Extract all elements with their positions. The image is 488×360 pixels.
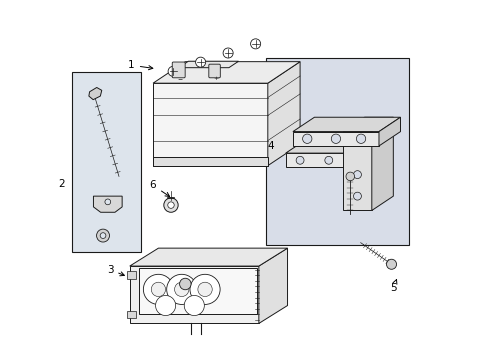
Polygon shape <box>153 157 267 166</box>
Circle shape <box>346 172 354 181</box>
Polygon shape <box>267 62 300 166</box>
Circle shape <box>155 296 175 316</box>
Polygon shape <box>178 61 238 68</box>
Text: 5: 5 <box>389 279 396 293</box>
Polygon shape <box>89 87 102 100</box>
Circle shape <box>195 57 205 67</box>
Polygon shape <box>129 248 287 266</box>
Circle shape <box>105 199 110 205</box>
Bar <box>127 271 136 279</box>
Text: 3: 3 <box>106 265 124 276</box>
Bar <box>72 72 140 252</box>
Polygon shape <box>153 62 300 83</box>
Polygon shape <box>258 248 287 323</box>
Circle shape <box>302 134 311 143</box>
Polygon shape <box>292 117 400 132</box>
Circle shape <box>296 156 304 164</box>
Polygon shape <box>378 117 400 146</box>
Text: +: + <box>213 76 218 81</box>
Circle shape <box>179 278 191 290</box>
Polygon shape <box>343 132 371 211</box>
Circle shape <box>198 282 212 297</box>
Circle shape <box>167 202 174 208</box>
FancyBboxPatch shape <box>208 64 220 78</box>
Circle shape <box>166 274 196 305</box>
Circle shape <box>163 198 178 212</box>
Circle shape <box>353 192 361 200</box>
Circle shape <box>168 66 178 76</box>
Polygon shape <box>371 117 392 211</box>
Polygon shape <box>285 153 357 167</box>
Circle shape <box>353 171 361 179</box>
Text: −: − <box>178 76 183 81</box>
Polygon shape <box>343 117 392 132</box>
Circle shape <box>250 39 260 49</box>
Circle shape <box>184 296 204 316</box>
Text: 1: 1 <box>128 60 153 70</box>
Circle shape <box>324 156 332 164</box>
Text: 4: 4 <box>267 141 274 151</box>
Bar <box>127 311 136 318</box>
Circle shape <box>223 48 233 58</box>
Circle shape <box>356 134 365 143</box>
Text: 2: 2 <box>59 179 65 189</box>
Polygon shape <box>285 139 378 153</box>
Circle shape <box>330 134 340 143</box>
Circle shape <box>151 282 165 297</box>
Circle shape <box>96 229 109 242</box>
Circle shape <box>143 274 173 305</box>
Polygon shape <box>129 266 258 323</box>
Polygon shape <box>139 268 257 315</box>
Circle shape <box>386 259 396 269</box>
Polygon shape <box>93 196 122 212</box>
Circle shape <box>174 282 188 297</box>
Circle shape <box>190 274 220 305</box>
Polygon shape <box>153 83 267 166</box>
Circle shape <box>100 233 106 238</box>
Text: 6: 6 <box>149 180 169 197</box>
Bar <box>265 58 408 244</box>
FancyBboxPatch shape <box>172 62 185 78</box>
Polygon shape <box>292 132 378 146</box>
